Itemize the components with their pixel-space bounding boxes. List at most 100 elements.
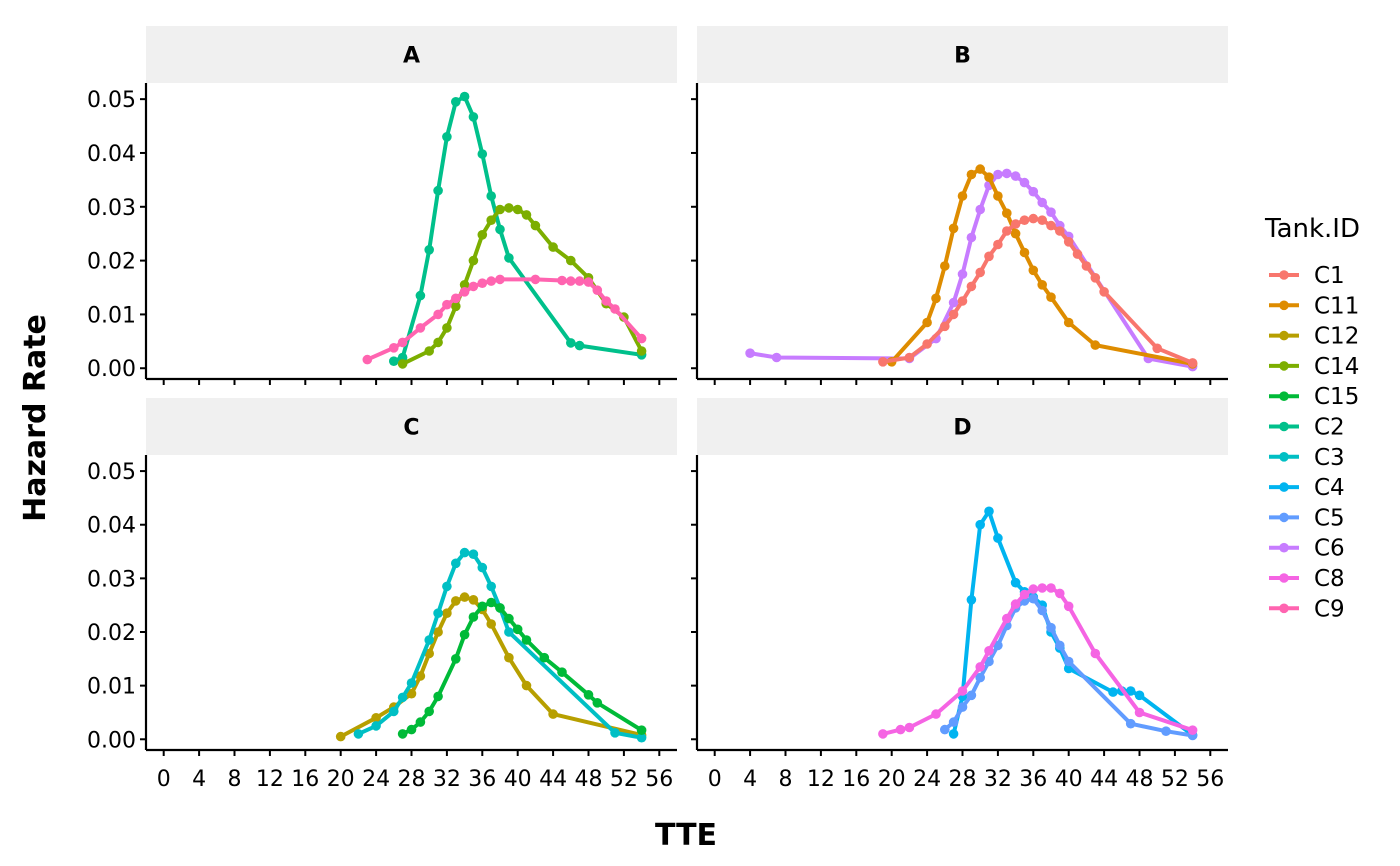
legend-title: Tank.ID	[1264, 214, 1360, 244]
panel-strip	[146, 26, 677, 83]
series-line-c8	[882, 586, 1194, 736]
data-point	[406, 724, 417, 735]
data-point	[966, 690, 977, 701]
data-point	[477, 149, 488, 159]
y-tick-label: 0.05	[87, 88, 136, 113]
data-point	[1028, 584, 1039, 594]
data-point	[574, 276, 585, 286]
x-tick-label: 20	[327, 767, 355, 792]
series-line-c15	[401, 600, 643, 736]
legend-label: C4	[1314, 475, 1345, 501]
data-point	[1090, 340, 1101, 350]
data-point	[940, 724, 950, 735]
y-tick-label: 0.01	[87, 675, 136, 700]
data-point	[451, 654, 461, 664]
data-point	[1055, 640, 1065, 651]
data-point	[966, 232, 977, 243]
y-tick-label: 0.03	[87, 196, 136, 221]
data-point	[771, 352, 782, 363]
data-point	[486, 276, 497, 286]
data-point	[1099, 287, 1109, 297]
data-point	[451, 596, 461, 606]
data-point	[1134, 690, 1145, 701]
data-point	[335, 731, 346, 742]
series-c2	[389, 91, 647, 367]
data-point	[468, 281, 479, 292]
data-point	[1081, 261, 1092, 271]
data-point	[931, 293, 941, 304]
series-line-c2	[393, 94, 642, 364]
legend-key-point	[1279, 361, 1289, 371]
y-tick-label: 0.03	[87, 567, 136, 592]
data-point	[512, 624, 523, 635]
data-point	[601, 296, 611, 306]
legend-key-point	[1279, 603, 1289, 614]
data-point	[895, 724, 906, 735]
y-tick-label: 0.02	[87, 621, 136, 646]
data-point	[389, 356, 399, 367]
x-tick-label: 4	[743, 767, 757, 792]
legend-key-point	[1279, 391, 1289, 402]
data-point	[904, 352, 915, 363]
data-point	[636, 333, 647, 344]
data-point	[495, 224, 505, 235]
data-point	[966, 281, 977, 292]
series-line-c3	[357, 550, 642, 740]
x-tick-label: 52	[1161, 767, 1189, 792]
legend-item-c15: C15	[1269, 384, 1359, 410]
data-point	[1046, 622, 1056, 633]
data-point	[1037, 280, 1047, 290]
x-tick-label: 40	[1055, 767, 1083, 792]
data-point	[433, 608, 443, 618]
data-point	[993, 239, 1003, 250]
legend-label: C5	[1314, 505, 1345, 531]
legend-key-point	[1279, 542, 1289, 553]
data-point	[424, 245, 435, 255]
data-point	[459, 280, 470, 290]
data-point	[975, 267, 985, 278]
x-tick-label: 24	[362, 767, 390, 792]
legend-key-point	[1279, 421, 1289, 432]
data-point	[1010, 171, 1021, 181]
x-tick-label: 4	[192, 767, 206, 792]
x-tick-label: 28	[949, 767, 977, 792]
data-point	[566, 276, 576, 286]
y-tick-label: 0.02	[87, 250, 136, 275]
legend-item-c14: C14	[1269, 354, 1359, 380]
data-point	[477, 562, 488, 573]
y-axis-title: Hazard Rate	[18, 314, 53, 522]
data-point	[1019, 177, 1030, 188]
series-line-c6	[749, 171, 1193, 369]
data-point	[922, 317, 932, 328]
data-point	[1046, 220, 1056, 231]
data-point	[1002, 226, 1012, 236]
data-point	[948, 223, 959, 234]
data-point	[566, 255, 576, 266]
data-point	[477, 601, 488, 612]
data-point	[636, 725, 647, 735]
legend-item-c9: C9	[1269, 596, 1345, 622]
data-point	[557, 275, 567, 286]
x-tick-label: 16	[291, 767, 319, 792]
data-point	[984, 506, 994, 517]
data-point	[397, 359, 408, 369]
data-point	[975, 672, 985, 683]
data-point	[512, 204, 523, 215]
panel-strip-label: D	[953, 416, 971, 441]
legend-label: C1	[1314, 263, 1345, 289]
data-point	[957, 269, 968, 279]
data-point	[957, 296, 968, 306]
x-tick-label: 44	[1090, 767, 1118, 792]
x-tick-label: 48	[575, 767, 603, 792]
x-axis-title: TTE	[655, 818, 717, 853]
data-point	[583, 690, 594, 700]
data-point	[468, 112, 479, 122]
data-point	[904, 722, 915, 733]
data-point	[486, 215, 497, 225]
data-point	[424, 706, 435, 717]
panel-strip-label: A	[403, 44, 420, 69]
legend: Tank.ID C1 C11 C12 C14 C15 C2 C3 C4 C5 C6 C8 C9	[1264, 214, 1360, 622]
series-c14	[397, 203, 647, 369]
data-point	[1063, 656, 1074, 667]
